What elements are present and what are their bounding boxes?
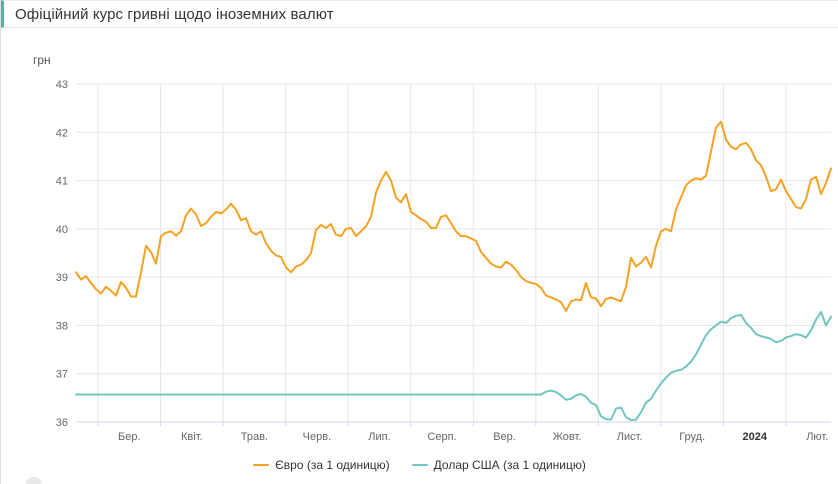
- x-axis-label: Бер.: [118, 431, 141, 443]
- y-axis-tick-label: 43: [56, 79, 68, 91]
- x-axis-label: Лют.: [806, 431, 828, 443]
- y-axis-tick-label: 37: [56, 369, 68, 381]
- x-axis-label: Жовт.: [553, 431, 582, 443]
- x-axis-label: Лип.: [368, 431, 390, 443]
- series-line-usd[interactable]: [75, 310, 832, 422]
- partial-icon-bottom-left: [26, 477, 42, 484]
- legend-label-euro: Євро (за 1 одиницю): [275, 458, 390, 472]
- x-axis-label: Груд.: [679, 431, 705, 443]
- chart-legend: Євро (за 1 одиницю) Долар США (за 1 один…: [1, 455, 838, 475]
- x-axis-label: Квіт.: [181, 431, 203, 443]
- y-axis-unit-label: грн: [33, 53, 51, 67]
- series-line-euro[interactable]: [75, 120, 832, 312]
- y-axis-tick-label: 36: [56, 417, 68, 429]
- y-axis-tick-label: 42: [56, 127, 68, 139]
- usd-line-swatch: [411, 464, 428, 466]
- x-axis-label: Вер.: [493, 431, 516, 443]
- y-axis-tick-label: 40: [56, 224, 68, 236]
- x-axis-label: Трав.: [241, 431, 268, 443]
- y-axis-tick-label: 41: [56, 176, 68, 188]
- x-axis-label: Лист.: [617, 431, 643, 443]
- x-axis-label: 2024: [742, 431, 767, 443]
- legend-item-euro[interactable]: Євро (за 1 одиницю): [253, 458, 390, 472]
- y-axis-tick-label: 38: [56, 320, 68, 332]
- legend-item-usd[interactable]: Долар США (за 1 одиницю): [411, 458, 586, 472]
- legend-label-usd: Долар США (за 1 одиницю): [433, 458, 586, 472]
- x-axis-label: Серп.: [427, 431, 456, 443]
- euro-line-swatch: [253, 464, 270, 466]
- y-axis-tick-label: 39: [56, 272, 68, 284]
- chart-card-header: Офіційний курс гривні щодо іноземних вал…: [1, 0, 838, 28]
- x-axis-label: Черв.: [303, 431, 331, 443]
- page-title: Офіційний курс гривні щодо іноземних вал…: [15, 5, 334, 23]
